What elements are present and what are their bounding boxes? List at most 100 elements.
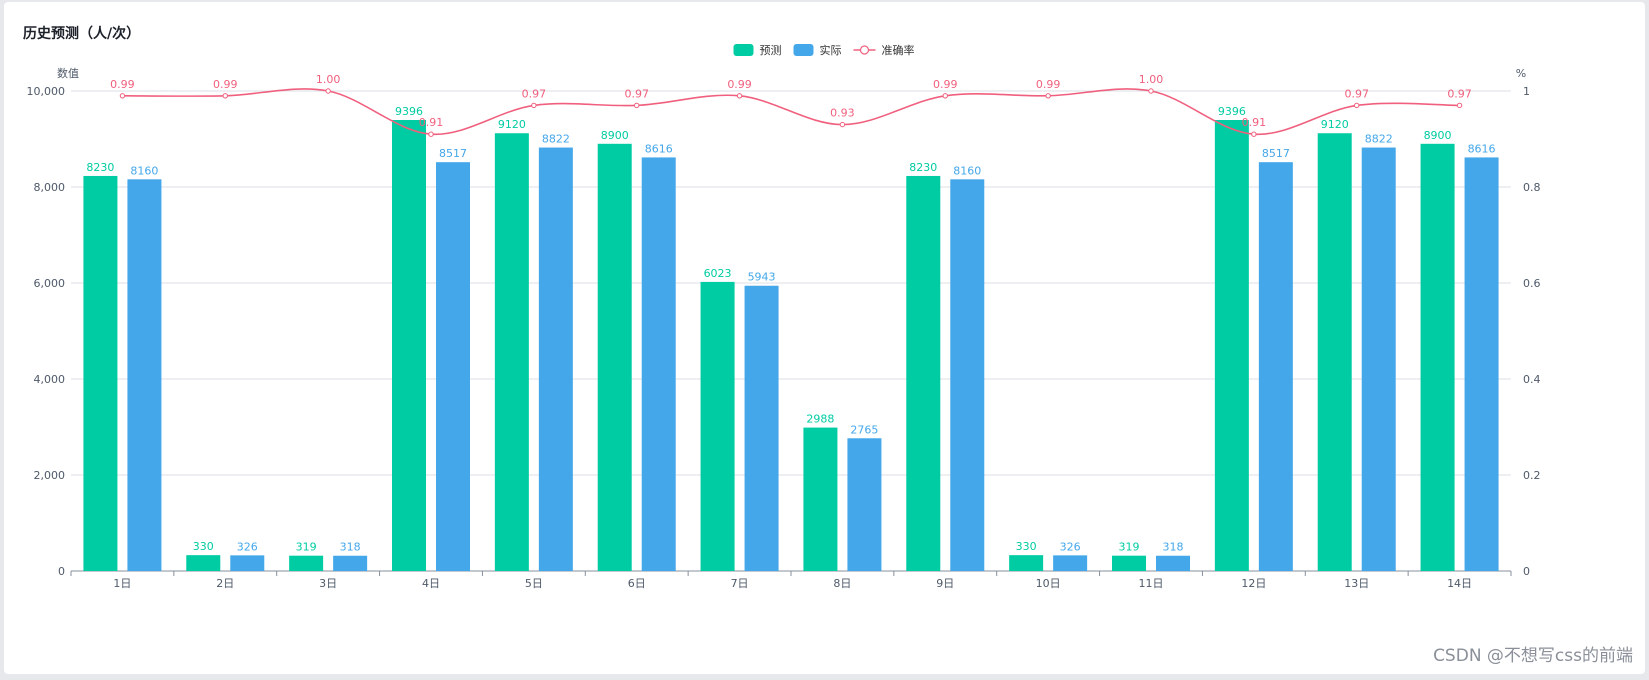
y-right-tick-label: 0.4 bbox=[1523, 373, 1541, 386]
combo-chart: 0 2,000 4,000 6,000 8,000 10,000 0 0.2 0.4 0.6 0.8… bbox=[27, 43, 1541, 590]
bar-data-label: 8822 bbox=[542, 133, 570, 146]
line-point bbox=[222, 93, 228, 99]
line-data-label: 0.91 bbox=[1242, 116, 1267, 129]
x-tick-label: 11日 bbox=[1139, 577, 1164, 590]
line-point bbox=[736, 93, 743, 99]
x-tick-label: 10日 bbox=[1036, 577, 1061, 590]
bar-预测 bbox=[1214, 119, 1249, 571]
bar-实际 bbox=[1464, 157, 1499, 571]
legend-label: 实际 bbox=[820, 43, 842, 57]
x-tick-label: 3日 bbox=[319, 577, 337, 590]
line-data-label: 1.00 bbox=[1139, 73, 1164, 86]
bar-data-label: 8517 bbox=[439, 147, 467, 160]
bar-data-label: 2988 bbox=[806, 413, 834, 426]
bar-预测 bbox=[1317, 133, 1352, 572]
bar-data-label: 326 bbox=[1060, 540, 1081, 553]
x-tick-label: 4日 bbox=[422, 577, 440, 590]
line-data-label: 0.93 bbox=[830, 107, 855, 120]
page-title: 历史预测（人/次） bbox=[23, 26, 141, 42]
bar-实际 bbox=[436, 162, 470, 571]
x-tick-label: 8日 bbox=[833, 577, 851, 590]
line-point bbox=[531, 102, 537, 109]
line-data-label: 0.99 bbox=[727, 78, 752, 91]
bar-实际 bbox=[333, 555, 368, 571]
legend-item-准确率[interactable]: 准确率 bbox=[853, 43, 915, 57]
bar-预测 bbox=[597, 143, 632, 572]
bar-data-label: 8616 bbox=[645, 142, 673, 155]
bar-data-label: 9120 bbox=[498, 118, 526, 131]
bar-data-label: 318 bbox=[1163, 541, 1184, 554]
legend-swatch bbox=[793, 44, 814, 56]
line-准确率 bbox=[122, 88, 1460, 136]
bar-data-label: 330 bbox=[1016, 540, 1037, 553]
bar-实际 bbox=[847, 438, 882, 571]
bar-data-label: 319 bbox=[296, 541, 317, 554]
chart-card: 历史预测（人/次） 0 2,000 4,000 6,000 8,000 10,000 0 0.… bbox=[4, 2, 1645, 674]
bar-预测 bbox=[1009, 555, 1044, 571]
y-left-tick-label: 6,000 bbox=[34, 277, 66, 290]
line-point bbox=[428, 131, 434, 137]
y-right-tick-label: 0 bbox=[1523, 565, 1530, 578]
bar-预测 bbox=[803, 427, 838, 571]
bar-预测 bbox=[906, 175, 941, 571]
bar-实际 bbox=[950, 179, 985, 571]
bar-data-label: 8160 bbox=[953, 164, 981, 177]
x-tick-label: 6日 bbox=[628, 577, 646, 590]
bar-data-label: 8822 bbox=[1365, 133, 1393, 146]
bar-实际 bbox=[744, 285, 779, 571]
bar-预测 bbox=[392, 119, 426, 571]
bar-实际 bbox=[1156, 555, 1190, 571]
bar-data-label: 9396 bbox=[395, 105, 423, 118]
bar-data-label: 318 bbox=[340, 541, 361, 554]
line-data-label: 0.99 bbox=[933, 78, 958, 91]
line-data-label: 0.91 bbox=[419, 116, 444, 129]
bar-data-label: 8900 bbox=[1424, 129, 1452, 142]
line-data-label: 0.99 bbox=[213, 78, 238, 91]
y-left-tick-label: 8,000 bbox=[34, 181, 66, 194]
bar-实际 bbox=[127, 179, 162, 571]
bar-实际 bbox=[1258, 162, 1293, 571]
x-tick-label: 1日 bbox=[113, 577, 131, 590]
bar-预测 bbox=[494, 133, 529, 572]
line-point bbox=[1456, 102, 1463, 109]
bar-data-label: 8517 bbox=[1262, 147, 1290, 160]
y-right-axis-title: % bbox=[1516, 67, 1526, 80]
line-data-label: 0.97 bbox=[624, 87, 649, 100]
watermark: CSDN @不想写css的前端 bbox=[1433, 646, 1633, 666]
bar-data-label: 326 bbox=[237, 540, 258, 553]
y-left-tick-label: 0 bbox=[58, 565, 65, 578]
bar-data-label: 2765 bbox=[850, 423, 878, 436]
bar-data-label: 8616 bbox=[1468, 142, 1496, 155]
bar-预测 bbox=[1420, 143, 1455, 572]
bar-预测 bbox=[1112, 555, 1146, 571]
bar-实际 bbox=[641, 157, 676, 571]
bar-预测 bbox=[700, 281, 735, 571]
bar-data-label: 9396 bbox=[1218, 105, 1246, 118]
bar-data-label: 8160 bbox=[130, 164, 158, 177]
line-point bbox=[1045, 93, 1051, 99]
bar-实际 bbox=[230, 555, 265, 571]
line-data-label: 0.99 bbox=[110, 78, 135, 91]
line-point bbox=[634, 102, 640, 109]
y-right-tick-label: 1 bbox=[1523, 85, 1530, 98]
legend-item-预测[interactable]: 预测 bbox=[733, 44, 782, 57]
line-data-label: 0.97 bbox=[1447, 87, 1472, 100]
bar-预测 bbox=[186, 555, 221, 571]
bar-data-label: 6023 bbox=[704, 267, 732, 280]
y-left-tick-label: 2,000 bbox=[34, 469, 66, 482]
line-point bbox=[942, 93, 948, 99]
bar-data-label: 9120 bbox=[1321, 118, 1349, 131]
legend-label: 准确率 bbox=[882, 43, 915, 57]
line-point bbox=[1354, 102, 1360, 109]
line-data-label: 0.99 bbox=[1036, 78, 1061, 91]
x-tick-label: 2日 bbox=[216, 577, 234, 590]
legend-item-实际[interactable]: 实际 bbox=[793, 43, 842, 57]
y-right-tick-label: 0.8 bbox=[1523, 181, 1541, 194]
x-tick-label: 14日 bbox=[1447, 577, 1472, 590]
bar-data-label: 8900 bbox=[601, 129, 629, 142]
bar-data-label: 330 bbox=[193, 540, 214, 553]
bar-实际 bbox=[1053, 555, 1088, 571]
y-left-tick-label: 4,000 bbox=[34, 373, 66, 386]
y-right-tick-label: 0.6 bbox=[1523, 277, 1541, 290]
line-point bbox=[119, 93, 126, 99]
